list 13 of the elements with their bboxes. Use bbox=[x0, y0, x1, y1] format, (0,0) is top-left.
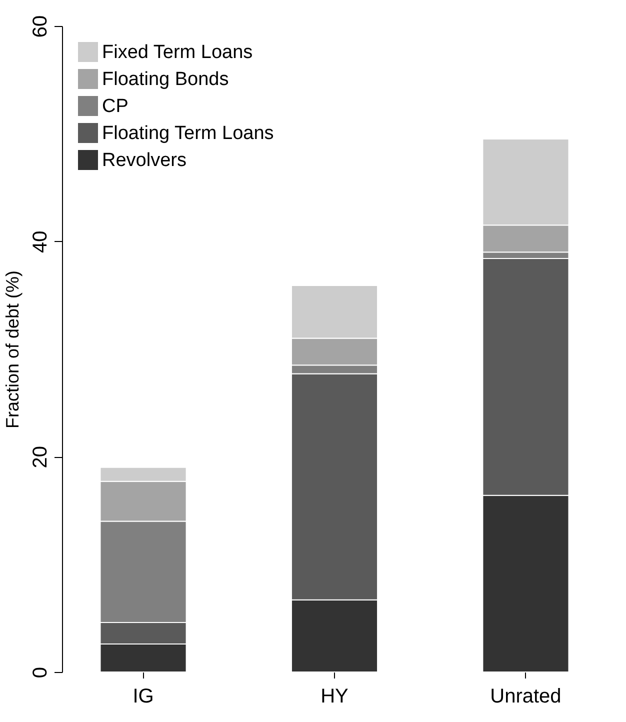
x-tick-label: HY bbox=[320, 686, 348, 708]
y-axis-title: Fraction of debt (%) bbox=[2, 270, 22, 429]
y-tick-label: 0 bbox=[30, 666, 52, 678]
x-tick-label: Unrated bbox=[490, 686, 562, 708]
legend-label: Revolvers bbox=[102, 150, 186, 171]
legend-label: Floating Bonds bbox=[102, 69, 229, 90]
y-tick-label: 60 bbox=[30, 15, 52, 38]
x-tick-label: IG bbox=[132, 686, 154, 708]
legend-label: Fixed Term Loans bbox=[102, 42, 253, 63]
y-tick-label: 40 bbox=[30, 230, 52, 253]
legend-label: CP bbox=[102, 96, 128, 117]
legend-label: Floating Term Loans bbox=[102, 123, 274, 144]
y-tick-label: 20 bbox=[30, 446, 52, 468]
